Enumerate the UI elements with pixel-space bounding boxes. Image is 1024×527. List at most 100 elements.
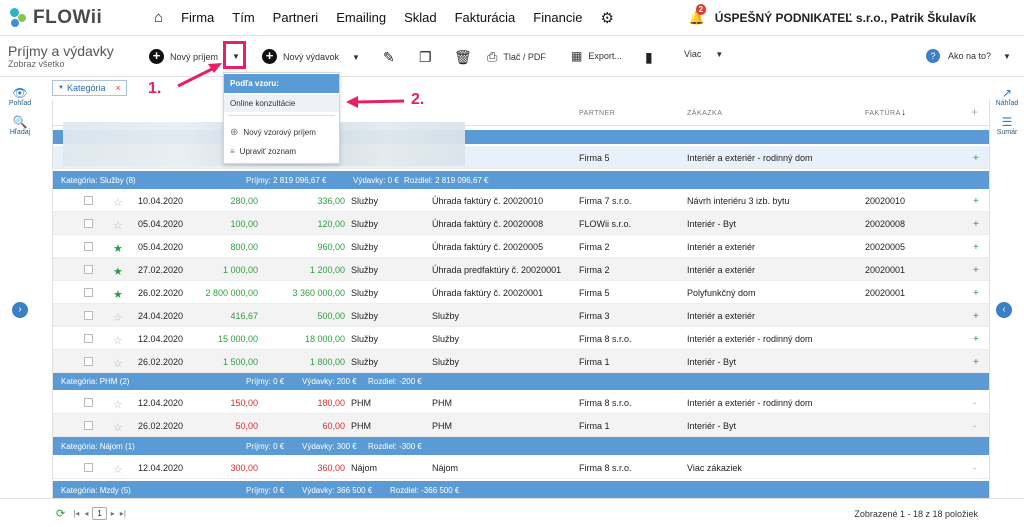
expand-left-arrow-icon[interactable]: ›: [12, 302, 28, 318]
table-row[interactable]: ☆ 10.04.2020 280,00 336,00 Služby Úhrada fakt…: [53, 189, 989, 212]
row-checkbox[interactable]: [84, 311, 93, 320]
expense-dropdown-caret-icon[interactable]: ▼: [352, 53, 360, 62]
page-subtitle[interactable]: Zobraz všetko: [8, 59, 65, 69]
row-checkbox[interactable]: [84, 334, 93, 343]
cell-mark[interactable]: -: [973, 463, 976, 473]
star-outline-icon[interactable]: ☆: [113, 335, 123, 347]
table-row[interactable]: ★ 27.02.2020 1 000,00 1 200,00 Služby Úhrada …: [53, 258, 989, 281]
col-header-zakazka[interactable]: ZÁKAZKA: [687, 110, 723, 117]
cell-mark[interactable]: -: [973, 398, 976, 408]
first-page-icon[interactable]: |◂: [73, 509, 80, 518]
row-checkbox[interactable]: [84, 265, 93, 274]
star-filled-icon[interactable]: ★: [113, 289, 123, 301]
trash-icon[interactable]: 🗑: [454, 49, 472, 65]
nav-item-firma[interactable]: Firma: [181, 10, 215, 25]
table-row[interactable]: ★ 05.04.2020 800,00 960,00 Služby Úhrada fakt…: [53, 235, 989, 258]
nav-item-partneri[interactable]: Partneri: [272, 10, 319, 25]
nav-item-sklad[interactable]: Sklad: [404, 10, 437, 25]
gear-icon[interactable]: ⚙: [600, 9, 614, 27]
cell-mark[interactable]: +: [973, 288, 979, 299]
cell-mark[interactable]: +: [973, 357, 979, 368]
new-expense-button[interactable]: + Nový výdavok: [262, 49, 339, 64]
table-row[interactable]: ☆ 24.04.2020 416,67 500,00 Služby Služby Firma…: [53, 304, 989, 327]
home-icon[interactable]: ⌂: [154, 9, 164, 26]
star-outline-icon[interactable]: ☆: [113, 422, 123, 434]
table-row[interactable]: ★ 26.02.2020 2 800 000,00 3 360 000,00 Služb…: [53, 281, 989, 304]
star-outline-icon[interactable]: ☆: [113, 464, 123, 476]
nav-item-emailing[interactable]: Emailing: [336, 10, 387, 25]
table-row[interactable]: ☆ 05.04.2020 100,00 120,00 Služby Úhrada fakt…: [53, 212, 989, 235]
star-outline-icon[interactable]: ☆: [113, 197, 123, 209]
nav-item-fakturacia[interactable]: Fakturácia: [454, 10, 516, 25]
star-outline-icon[interactable]: ☆: [113, 399, 123, 411]
preview-button[interactable]: ↗ Náhľad: [990, 86, 1024, 107]
search-button[interactable]: 🔍 Hľadaj: [0, 115, 40, 136]
collapse-right-arrow-icon[interactable]: ‹: [996, 302, 1012, 318]
company-user[interactable]: 🔔 2 ÚSPEŠNÝ PODNIKATEĽ s.r.o., Patrik Šku…: [688, 4, 976, 26]
col-header-partner[interactable]: PARTNER: [579, 110, 616, 117]
row-checkbox[interactable]: [84, 421, 93, 430]
print-label: Tlač / PDF: [503, 52, 546, 62]
prev-page-icon[interactable]: ◂: [84, 509, 89, 518]
current-page[interactable]: 1: [92, 507, 107, 520]
copy-icon[interactable]: ❐: [419, 49, 432, 65]
row-checkbox[interactable]: [84, 219, 93, 228]
help-button[interactable]: ? Ako na to? ▼: [926, 49, 1011, 63]
group-header-phm[interactable]: Kategória: PHM (2) Príjmy: 0 € Výdavky: …: [53, 372, 989, 390]
last-page-icon[interactable]: ▸|: [119, 509, 126, 518]
nav-item-tim[interactable]: Tím: [232, 10, 255, 25]
menu-item-edit-list[interactable]: ≡ Upraviť zoznam: [224, 143, 339, 160]
add-column-icon[interactable]: +: [971, 105, 979, 119]
star-outline-icon[interactable]: ☆: [113, 358, 123, 370]
row-checkbox[interactable]: [84, 357, 93, 366]
refresh-icon[interactable]: ⟳: [56, 508, 66, 520]
col-header-faktura[interactable]: FAKTÚRA: [865, 110, 901, 117]
remove-filter-icon[interactable]: ×: [115, 83, 121, 93]
nav-item-financie[interactable]: Financie: [533, 10, 583, 25]
new-income-button[interactable]: + Nový príjem: [149, 49, 218, 64]
bell-icon[interactable]: 🔔 2: [688, 4, 707, 25]
more-button[interactable]: Viac ▼: [684, 49, 723, 59]
cell-mark[interactable]: +: [973, 334, 979, 345]
cell-mark[interactable]: +: [973, 242, 979, 253]
row-checkbox[interactable]: [84, 196, 93, 205]
brand-logo[interactable]: FLOWii: [8, 7, 138, 29]
star-filled-icon[interactable]: ★: [113, 266, 123, 278]
star-filled-icon[interactable]: ★: [113, 243, 123, 255]
cell-mark[interactable]: +: [973, 219, 979, 230]
row-checkbox[interactable]: [84, 398, 93, 407]
sort-down-icon[interactable]: ↓: [901, 107, 907, 118]
menu-item-new-template[interactable]: ⊕ Nový vzorový príjem: [224, 123, 339, 140]
group-header-najom[interactable]: Kategória: Nájom (1) Príjmy: 0 € Výdavky…: [53, 437, 989, 455]
cell-mark[interactable]: -: [973, 421, 976, 431]
row-checkbox[interactable]: [84, 288, 93, 297]
print-pdf-button[interactable]: ⎙ Tlač / PDF: [487, 49, 546, 65]
group-header-mzdy[interactable]: Kategória: Mzdy (5) Príjmy: 0 € Výdavky:…: [53, 481, 989, 498]
table-row[interactable]: ☆ 12.04.2020 150,00 180,00 PHM PHM Firma 8 s.r…: [53, 391, 989, 414]
category-filter-chip[interactable]: ▼ Kategória ×: [52, 80, 127, 96]
row-checkbox[interactable]: [84, 242, 93, 251]
left-sidebar: 👁 Pohľad 🔍 Hľadaj: [0, 86, 40, 144]
table-row[interactable]: ☆ 12.04.2020 300,00 360,00 Nájom Nájom Firma 8…: [53, 456, 989, 479]
group-header-sluzby[interactable]: Kategória: Služby (8) Príjmy: 2 819 096,…: [53, 171, 989, 189]
export-button[interactable]: ▦ Export...: [571, 49, 622, 63]
list-icon: ☰: [1001, 115, 1013, 129]
cell-mark[interactable]: +: [973, 196, 979, 207]
cell-mark[interactable]: +: [973, 311, 979, 322]
menu-item-online-konzultacie[interactable]: Online konzultácie: [224, 95, 339, 112]
table-row[interactable]: ☆ 12.04.2020 15 000,00 18 000,00 Služby Služb…: [53, 327, 989, 350]
row-checkbox[interactable]: [84, 463, 93, 472]
star-outline-icon[interactable]: ☆: [113, 312, 123, 324]
table-row[interactable]: ☆ 26.02.2020 1 500,00 1 800,00 Služby Služby F…: [53, 350, 989, 373]
items-count: Zobrazené 1 - 18 z 18 položiek: [854, 509, 978, 519]
cell-mark[interactable]: +: [973, 265, 979, 276]
income-dropdown-toggle[interactable]: ▼: [223, 41, 246, 69]
table-row[interactable]: ☆ 26.02.2020 50,00 60,00 PHM PHM Firma 1 Interi…: [53, 414, 989, 437]
summary-button[interactable]: ☰ Sumár: [990, 115, 1024, 136]
chart-bars-icon[interactable]: ▮: [645, 49, 653, 65]
view-button[interactable]: 👁 Pohľad: [0, 86, 40, 107]
next-page-icon[interactable]: ▸: [110, 509, 115, 518]
star-outline-icon[interactable]: ☆: [113, 220, 123, 232]
cell-date: 05.04.2020: [138, 242, 184, 252]
edit-pencil-icon[interactable]: ✎: [383, 49, 395, 65]
